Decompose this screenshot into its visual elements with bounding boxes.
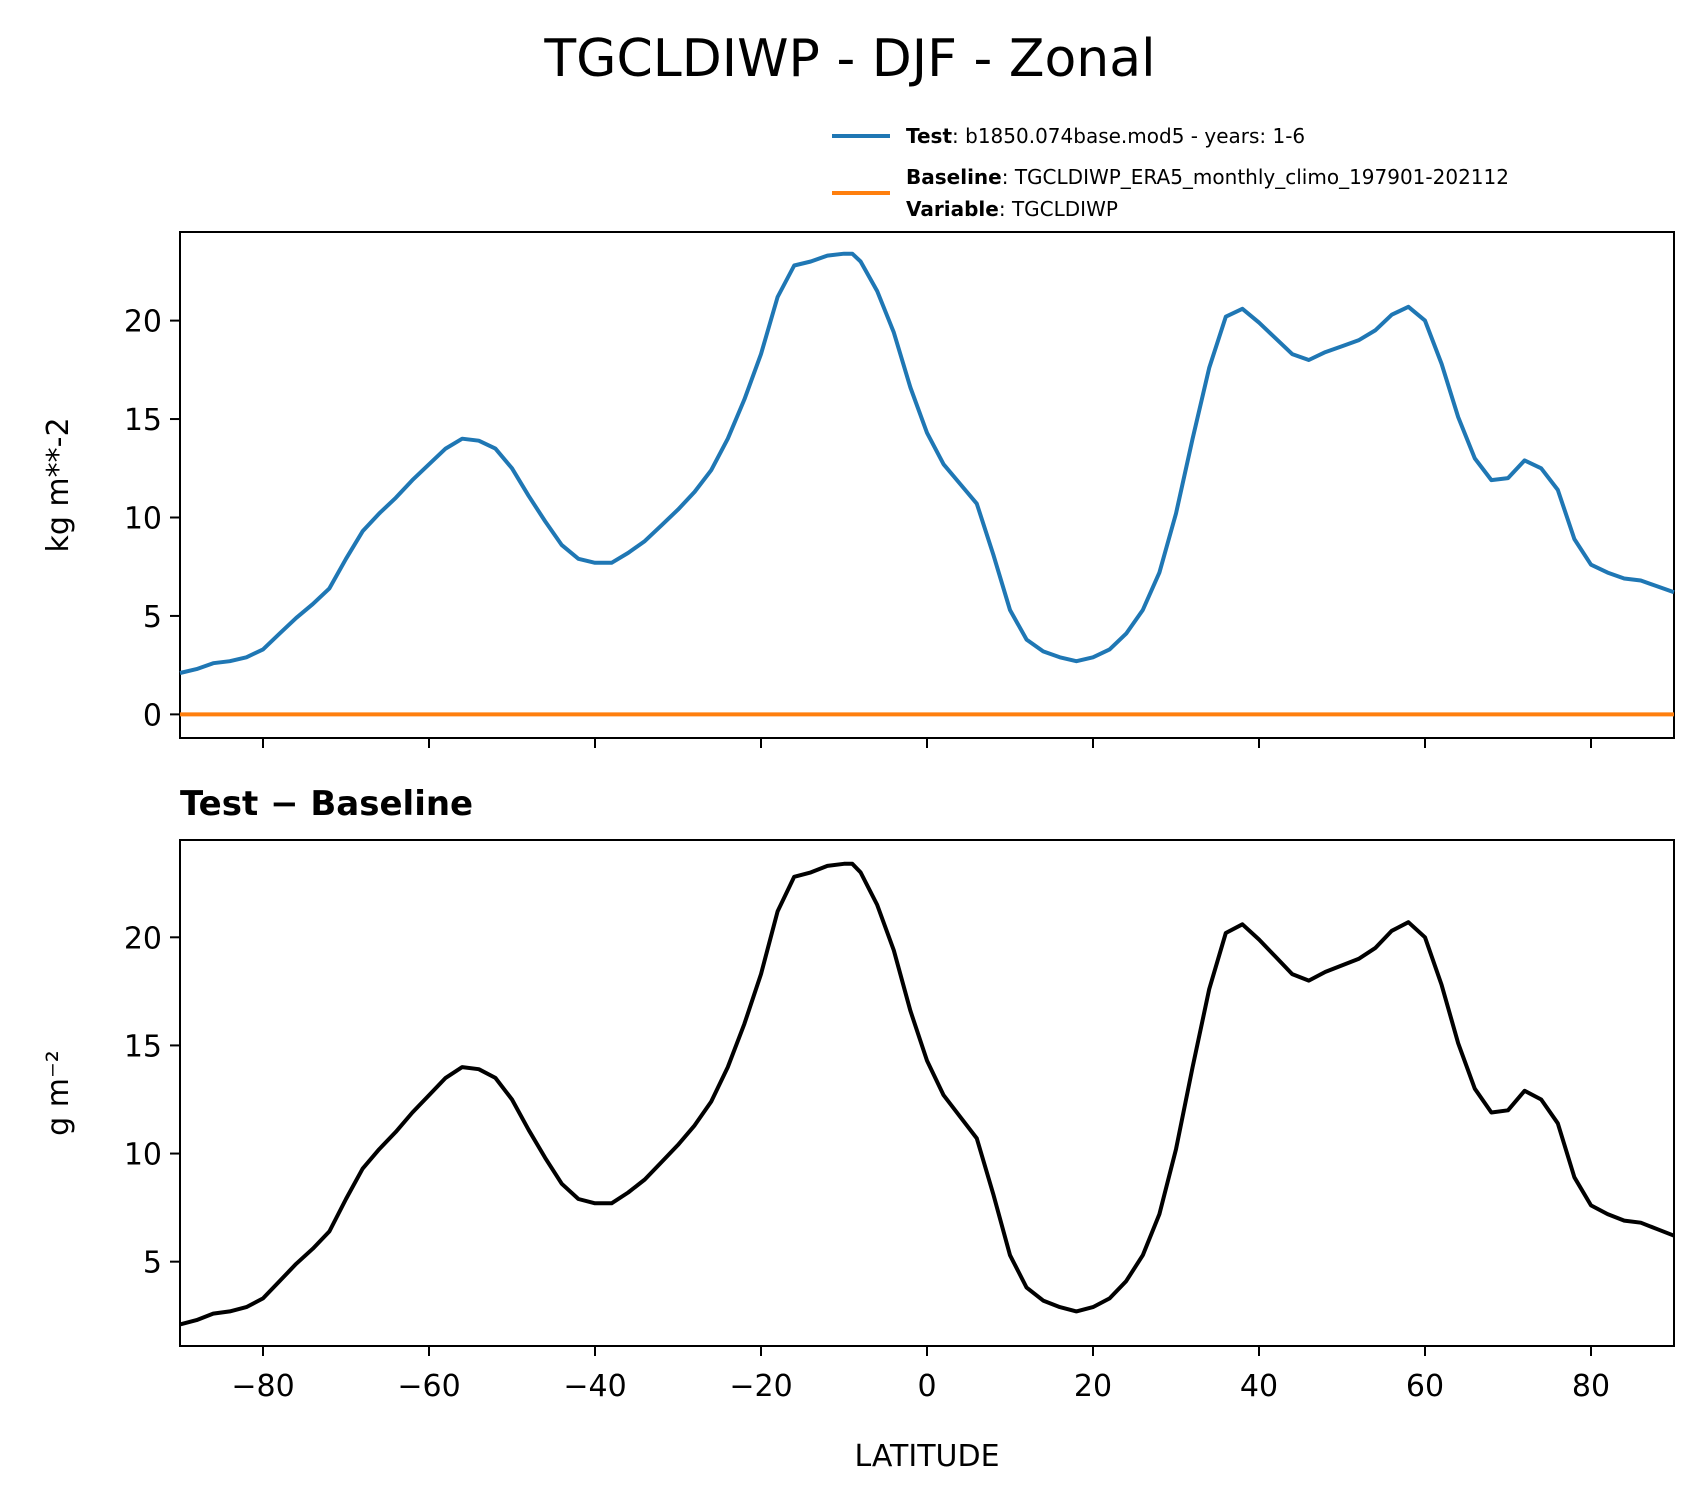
xtick-label: −60 xyxy=(397,1369,460,1404)
xtick-label: −80 xyxy=(231,1369,294,1404)
bottom-panel-ylabel: g m⁻² xyxy=(41,1050,76,1136)
xtick-label: 80 xyxy=(1572,1369,1610,1404)
legend-baseline-key: Baseline xyxy=(906,165,1002,189)
ytick-label: 5 xyxy=(143,600,162,635)
bottom-panel-lines xyxy=(179,861,1675,1327)
xtick-label: 60 xyxy=(1406,1369,1444,1404)
legend-test-key: Test xyxy=(906,124,952,148)
legend-variable-text: TGCLDIWP xyxy=(1011,197,1118,221)
xtick-label: −40 xyxy=(563,1369,626,1404)
legend-test-sep: : xyxy=(952,124,965,148)
ytick-label: 20 xyxy=(124,921,162,956)
xtick-label: 40 xyxy=(1240,1369,1278,1404)
ytick-label: 0 xyxy=(143,698,162,733)
ytick-label: 15 xyxy=(124,403,162,438)
legend-variable-entry: Variable: TGCLDIWP xyxy=(906,197,1118,221)
ytick-label: 10 xyxy=(124,1138,162,1173)
bottom-panel-yticks: 5 10 15 20 xyxy=(124,921,180,1281)
top-panel-yticks: 0 5 10 15 20 xyxy=(124,305,180,733)
top-panel: kg m**-2 0 5 10 15 20 xyxy=(41,231,1675,748)
ytick-label: 5 xyxy=(143,1246,162,1281)
legend-variable-key: Variable xyxy=(906,197,999,221)
top-panel-ylabel: kg m**-2 xyxy=(41,417,76,552)
ytick-label: 20 xyxy=(124,305,162,340)
legend-test-text: b1850.074base.mod5 - years: 1-6 xyxy=(965,124,1305,148)
bottom-panel-frame xyxy=(179,839,1675,1347)
xtick-label: −20 xyxy=(729,1369,792,1404)
xtick-label: 20 xyxy=(1074,1369,1112,1404)
figure-title: TGCLDIWP - DJF - Zonal xyxy=(543,29,1155,89)
top-panel-frame xyxy=(179,231,1675,739)
difference-series-line xyxy=(179,861,1675,1327)
bottom-panel-xlabel: LATITUDE xyxy=(854,1439,999,1474)
legend-baseline-text: TGCLDIWP_ERA5_monthly_climo_197901-20211… xyxy=(1014,165,1509,189)
legend-baseline-entry: Baseline: TGCLDIWP_ERA5_monthly_climo_19… xyxy=(906,165,1509,189)
legend-test-entry: Test: b1850.074base.mod5 - years: 1-6 xyxy=(906,124,1305,148)
test-series-line xyxy=(179,251,1675,675)
xtick-label: 0 xyxy=(917,1369,936,1404)
legend: Test: b1850.074base.mod5 - years: 1-6 Ba… xyxy=(832,124,1509,221)
legend-variable-sep: : xyxy=(999,197,1012,221)
top-panel-lines xyxy=(179,251,1675,717)
bottom-panel-title: Test − Baseline xyxy=(180,784,473,824)
bottom-panel-xticks: −80 −60 −40 −20 0 20 40 60 80 xyxy=(231,1346,1610,1404)
top-panel-xticks xyxy=(262,738,1592,748)
ytick-label: 15 xyxy=(124,1029,162,1064)
legend-baseline-sep: : xyxy=(1002,165,1015,189)
ytick-label: 10 xyxy=(124,501,162,536)
